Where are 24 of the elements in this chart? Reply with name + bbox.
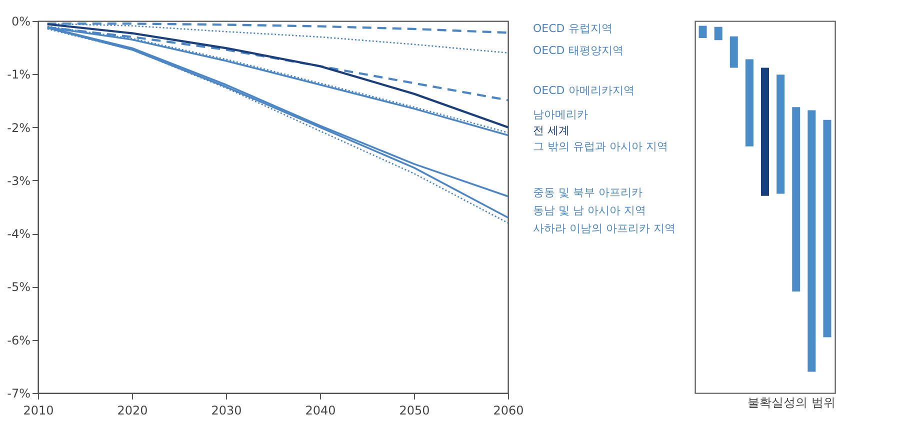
x-tick-label: 2010	[23, 404, 54, 418]
x-axis-title: 불확실성의 범위	[748, 396, 836, 410]
y-tick-label: -5%	[7, 280, 30, 294]
text: OECD 태평양지역	[533, 44, 624, 57]
x-tick-label: 2030	[211, 404, 242, 418]
y-tick-label: -4%	[7, 227, 30, 242]
text: 중동 및 북부 아프리카	[533, 186, 642, 199]
y-tick-label: -1%	[7, 68, 30, 82]
y-tick-label: 0%	[11, 14, 30, 28]
text: 동남 및 남 아시아 지역	[533, 204, 646, 217]
x-tick-label: 2040	[305, 404, 336, 418]
text: 사하라 이남의 아프리카 지역	[533, 222, 676, 235]
text: 그 밖의 유럽과 아시아 지역	[533, 140, 668, 153]
y-tick-label: -7%	[7, 386, 30, 400]
text: 전 세계	[533, 124, 570, 137]
text: 남아메리카	[533, 108, 588, 121]
y-tick-label: -2%	[7, 120, 30, 135]
text: OECD 유럽지역	[533, 22, 612, 35]
x-tick-label: 2020	[117, 404, 148, 418]
y-tick-label: -6%	[7, 333, 30, 348]
y-tick-label: -3%	[7, 174, 30, 188]
x-tick-label: 2050	[399, 404, 430, 418]
x-tick-label: 2060	[493, 404, 524, 418]
text: OECD 아메리카지역	[533, 84, 634, 97]
